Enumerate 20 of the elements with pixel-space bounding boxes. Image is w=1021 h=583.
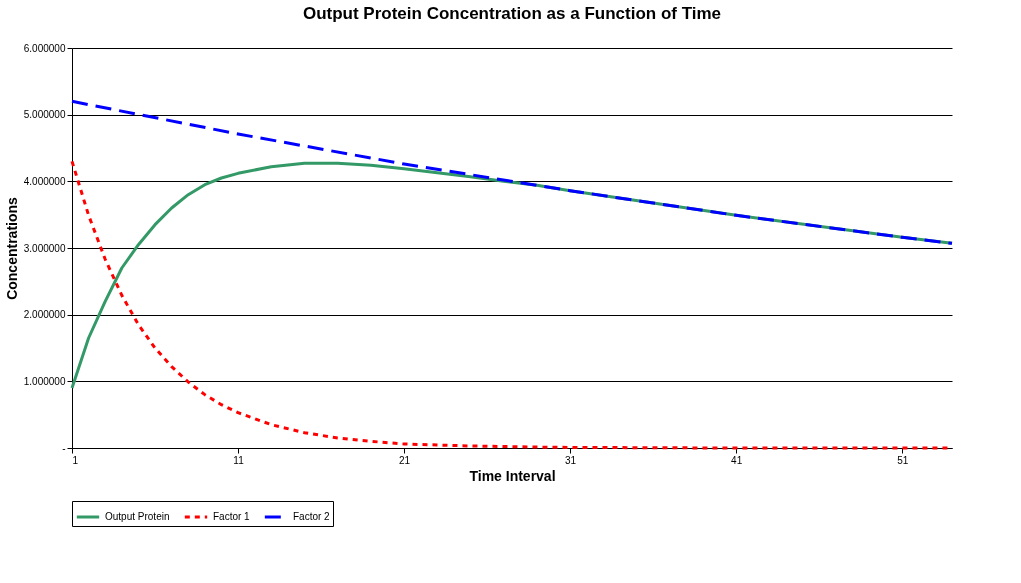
y-tick-label: 6.000000 bbox=[23, 42, 66, 54]
x-tick-label: 21 bbox=[399, 454, 411, 466]
legend-label: Factor 2 bbox=[293, 511, 331, 522]
y-tick-label: - bbox=[62, 442, 66, 454]
y-tick-label: 4.000000 bbox=[23, 175, 66, 187]
chart-title: Output Protein Concentration as a Function of Time bbox=[302, 4, 722, 23]
x-tick-label: 51 bbox=[897, 454, 909, 466]
y-tick-label: 3.000000 bbox=[23, 242, 66, 254]
y-tick-label: 2.000000 bbox=[23, 309, 66, 321]
x-tick-label: 1 bbox=[72, 454, 79, 466]
line-series bbox=[70, 99, 954, 245]
x-tick-label: 41 bbox=[731, 454, 743, 466]
legend-label: Factor 1 bbox=[213, 511, 251, 522]
x-tick-label: 31 bbox=[565, 454, 577, 466]
x-tick-label: 11 bbox=[233, 454, 245, 466]
y-tick-label: 1.000000 bbox=[23, 375, 66, 387]
y-axis-title: Concentrations bbox=[3, 196, 20, 300]
y-tick-label: 5.000000 bbox=[23, 109, 66, 121]
legend-label: Output Protein bbox=[105, 511, 170, 522]
x-axis-title: Time Interval bbox=[469, 467, 556, 484]
